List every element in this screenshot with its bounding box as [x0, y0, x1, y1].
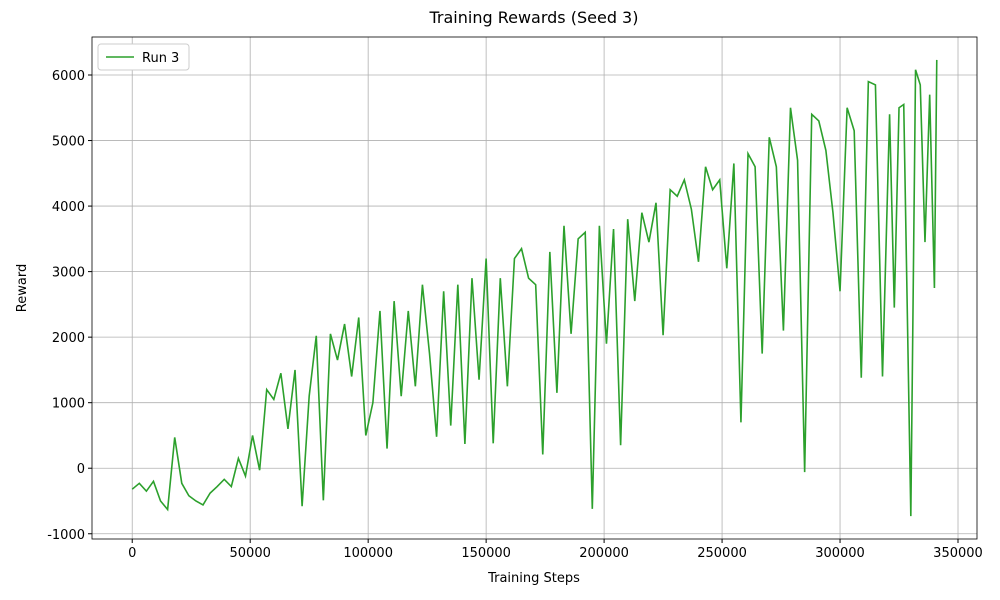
legend-label: Run 3	[142, 51, 179, 66]
y-axis-label: Reward	[15, 264, 30, 312]
y-tick-label: 0	[77, 462, 85, 477]
y-tick-label: 5000	[52, 135, 85, 150]
x-tick-label: 150000	[461, 546, 511, 561]
data-line	[131, 59, 938, 517]
y-tick-label: -1000	[47, 528, 85, 543]
x-tick-label: 300000	[815, 546, 865, 561]
y-tick-label: 6000	[52, 69, 85, 84]
y-tick-label: 2000	[52, 331, 85, 346]
x-tick-label: 50000	[230, 546, 271, 561]
y-tick-label: 4000	[52, 200, 85, 215]
y-tick-label: 1000	[52, 397, 85, 412]
chart-title: Training Rewards (Seed 3)	[429, 8, 639, 27]
legend: Run 3	[97, 43, 190, 71]
x-tick-label: 250000	[697, 546, 747, 561]
legend-box	[97, 43, 190, 71]
x-tick-label: 100000	[343, 546, 393, 561]
x-tick-label: 200000	[579, 546, 629, 561]
x-tick-label: 0	[128, 546, 136, 561]
x-axis-label: Training Steps	[487, 571, 580, 586]
plot-frame	[91, 36, 978, 540]
y-tick-label: 3000	[52, 266, 85, 281]
x-tick-label: 350000	[933, 546, 983, 561]
